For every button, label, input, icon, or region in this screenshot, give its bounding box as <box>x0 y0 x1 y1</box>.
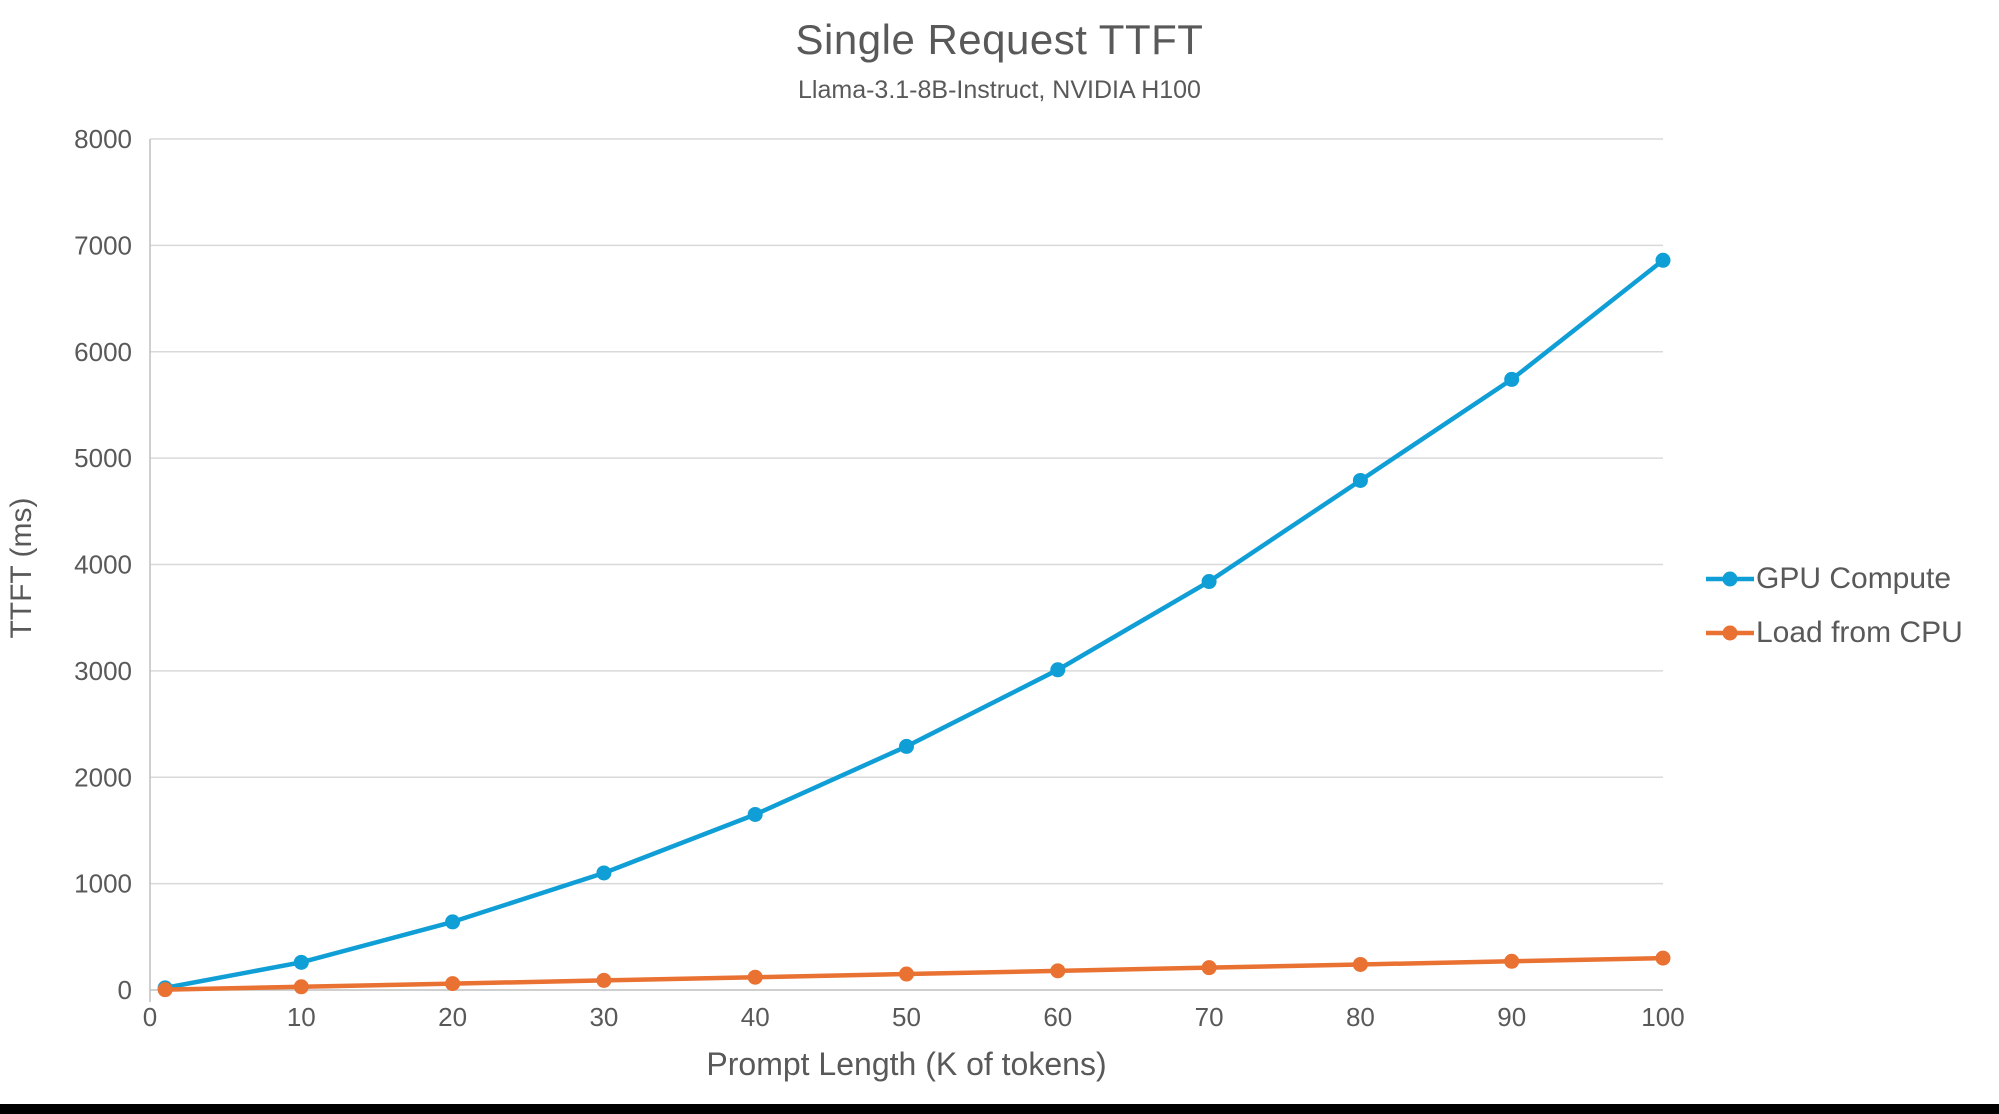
legend-item-label: Load from CPU <box>1756 616 1963 649</box>
series-point <box>899 966 914 982</box>
series-point <box>1352 956 1368 972</box>
y-tick-label: 5000 <box>74 443 132 473</box>
series-point <box>747 806 763 822</box>
series-point <box>157 982 173 998</box>
chart-title: Single Request TTFT <box>795 16 1204 63</box>
x-tick-label: 30 <box>589 1002 618 1032</box>
x-tick-label: 20 <box>438 1002 467 1032</box>
y-tick-label: 7000 <box>74 230 132 260</box>
series-point <box>445 976 461 992</box>
series-line <box>162 955 1666 992</box>
legend-line-marker-icon <box>1706 571 1754 587</box>
x-tick-label: 80 <box>1346 1002 1375 1032</box>
series-point <box>1201 574 1217 590</box>
x-tick-label: 10 <box>287 1002 316 1032</box>
y-tick-label: 2000 <box>74 762 132 792</box>
bottom-bar <box>0 1104 1999 1114</box>
y-tick-label: 0 <box>118 975 132 1005</box>
legend: GPU Compute Load from CPU <box>1706 562 1963 650</box>
legend-line-marker-icon <box>1706 625 1754 641</box>
legend-item-label: GPU Compute <box>1756 562 1952 595</box>
chart-subtitle: Llama-3.1-8B-Instruct, NVIDIA H100 <box>798 76 1201 104</box>
x-tick-label: 100 <box>1641 1002 1684 1032</box>
series-point <box>1352 472 1368 488</box>
x-tick-label: 60 <box>1043 1002 1072 1032</box>
x-tick-label: 40 <box>741 1002 770 1032</box>
series-point <box>1050 662 1066 678</box>
y-tick-label: 8000 <box>74 124 132 154</box>
x-tick-label: 0 <box>143 1002 157 1032</box>
x-tick-label: 70 <box>1195 1002 1224 1032</box>
series-point <box>899 738 914 754</box>
series-point <box>1050 963 1066 979</box>
series-point <box>1201 960 1217 976</box>
series-point <box>596 972 612 988</box>
series-point <box>1504 953 1520 969</box>
y-tick-label: 1000 <box>74 869 132 899</box>
series-line <box>162 258 1666 991</box>
y-tick-label: 4000 <box>74 550 132 580</box>
series-point <box>596 865 612 881</box>
series-point <box>747 969 763 985</box>
series-point <box>293 954 309 970</box>
series-point <box>1655 252 1671 268</box>
legend-item-gpu-compute: GPU Compute <box>1706 562 1963 596</box>
y-tick-label: 3000 <box>74 656 132 686</box>
x-axis-title: Prompt Length (K of tokens) <box>706 1046 1107 1082</box>
x-tick-label: 90 <box>1497 1002 1526 1032</box>
series-point <box>293 979 309 995</box>
series-point <box>1504 371 1520 387</box>
x-tick-label: 50 <box>892 1002 921 1032</box>
y-tick-label: 6000 <box>74 337 132 367</box>
series-point <box>445 914 461 930</box>
legend-item-load-from-cpu: Load from CPU <box>1706 616 1963 650</box>
series-point <box>1655 950 1671 966</box>
